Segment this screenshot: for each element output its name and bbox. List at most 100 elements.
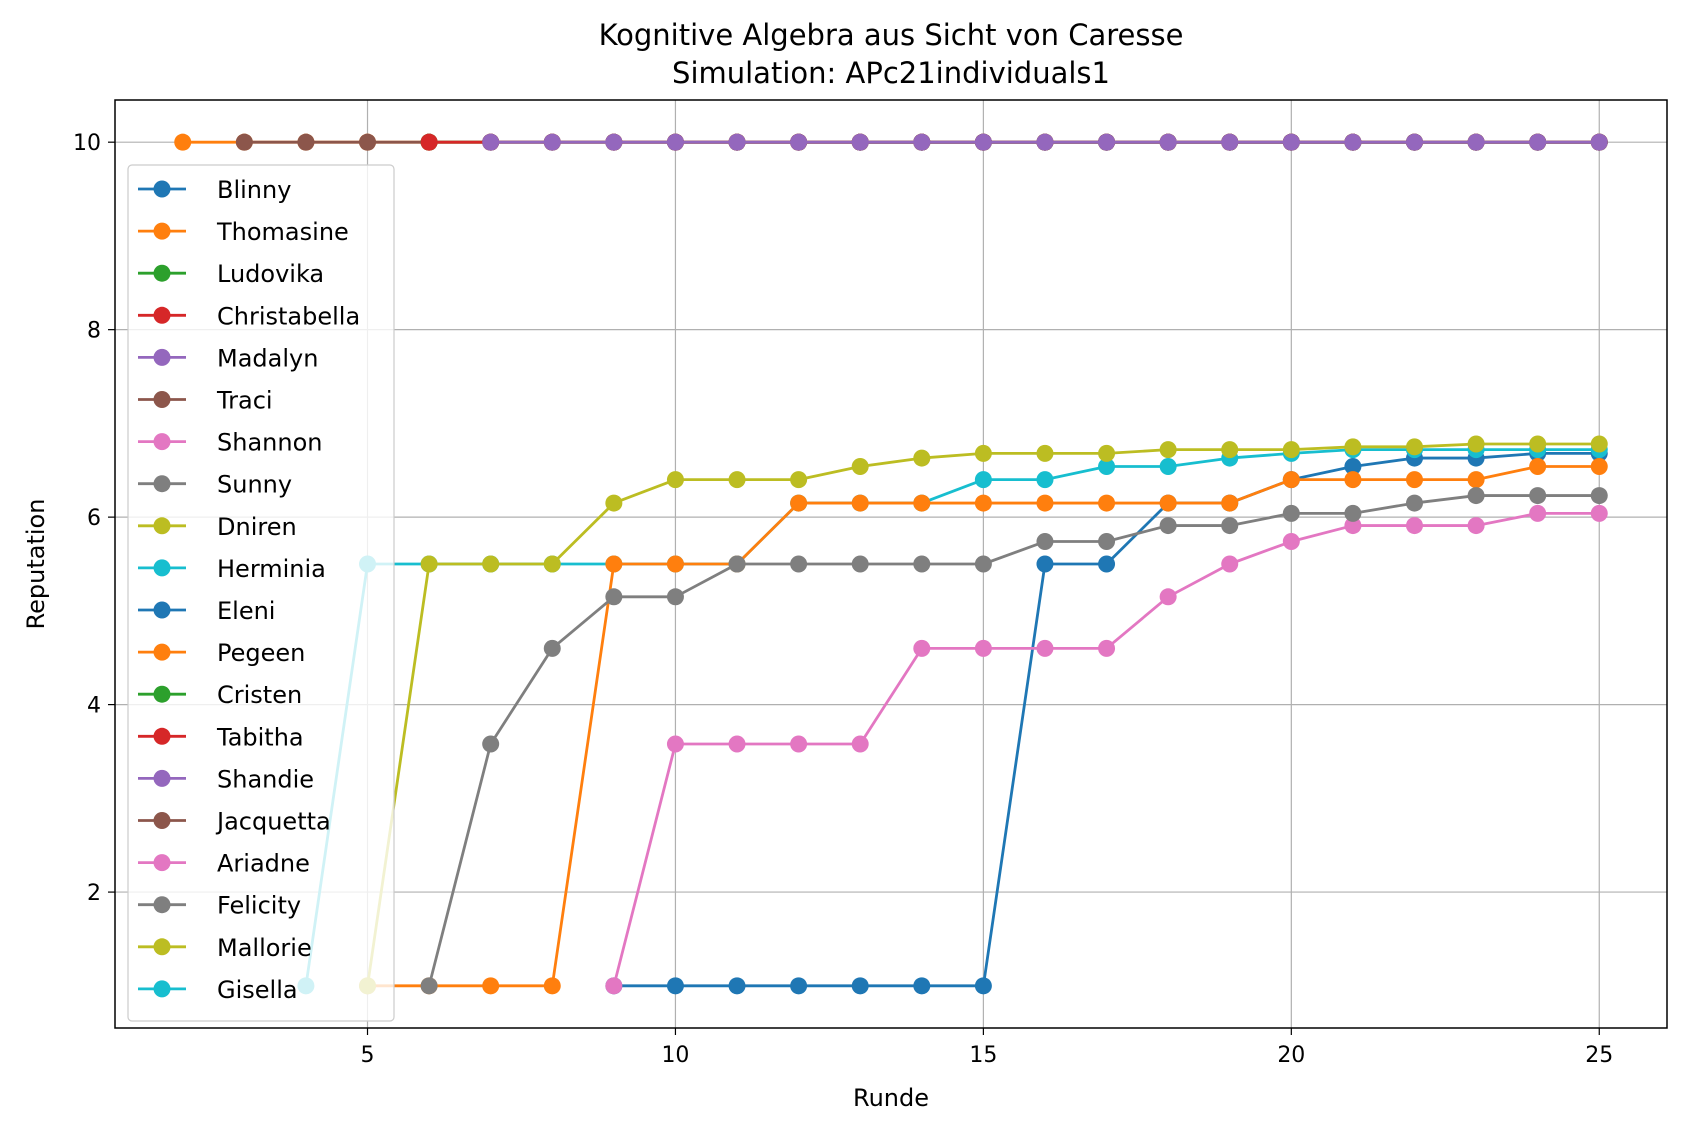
series-felicity-point	[1098, 533, 1116, 551]
series-mallorie-point	[790, 471, 808, 489]
legend-label: Sunny	[217, 471, 292, 499]
series-felicity-point	[974, 555, 992, 573]
series-ariadne-point	[790, 735, 808, 753]
series-ariadne-point	[1590, 504, 1608, 522]
legend-label: Jacquetta	[215, 808, 331, 836]
unlabeled-series-4-point	[851, 977, 869, 995]
series-pegeen-point	[1467, 471, 1485, 489]
series-felicity-point	[543, 639, 561, 657]
series-shandie-point	[1467, 133, 1485, 151]
series-thomasine-point	[174, 133, 192, 151]
legend-label: Dniren	[217, 513, 297, 541]
y-tick-label: 4	[87, 694, 101, 719]
axis-ticks: 5 10 15 20 25 2 4 6 8 10	[73, 131, 1613, 1068]
legend-label: Cristen	[217, 681, 302, 709]
y-tick-label: 10	[73, 131, 101, 156]
series-mallorie-point	[728, 471, 746, 489]
series-felicity-point	[605, 588, 623, 606]
series-ariadne-point	[1282, 533, 1300, 551]
series-pegeen-point	[1221, 494, 1239, 512]
series-shandie-point	[1590, 133, 1608, 151]
x-tick-label: 20	[1277, 1043, 1305, 1068]
series-traci-point	[297, 133, 315, 151]
y-axis-label: Reputation	[22, 499, 50, 630]
series-mallorie-point	[605, 494, 623, 512]
series-felicity-point	[666, 588, 684, 606]
legend-marker	[153, 643, 171, 661]
legend-marker	[153, 980, 171, 998]
series-mallorie-point	[1282, 441, 1300, 459]
legend-label: Christabella	[217, 302, 360, 330]
series-felicity-point	[851, 555, 869, 573]
series-pegeen-point	[1405, 471, 1423, 489]
series-felicity-point	[420, 977, 438, 995]
series-felicity-point	[790, 555, 808, 573]
series-ariadne-point	[728, 735, 746, 753]
series-felicity-point	[728, 555, 746, 573]
series-pegeen-point	[482, 977, 500, 995]
legend-label: Madalyn	[217, 344, 318, 372]
series-shandie-point	[543, 133, 561, 151]
legend-marker	[153, 896, 171, 914]
series-shandie-point	[1529, 133, 1547, 151]
legend-marker	[153, 854, 171, 872]
series-mallorie-point	[1221, 441, 1239, 459]
series-mallorie-point	[482, 555, 500, 573]
series-pegeen-point	[666, 555, 684, 573]
legend-label: Blinny	[217, 176, 291, 204]
series-pegeen-point	[974, 494, 992, 512]
legend-label: Shandie	[217, 765, 314, 793]
legend-marker	[153, 222, 171, 240]
series-ariadne-point	[851, 735, 869, 753]
legend-marker	[153, 306, 171, 324]
series-mallorie-point	[974, 444, 992, 462]
series-herminia-point	[974, 471, 992, 489]
series-felicity-point	[1344, 504, 1362, 522]
y-tick-label: 2	[87, 881, 101, 906]
legend-marker	[153, 685, 171, 703]
series-shandie-point	[482, 133, 500, 151]
legend-label: Ariadne	[217, 850, 310, 878]
series-shandie-point	[1344, 133, 1362, 151]
legend-marker	[153, 769, 171, 787]
series-felicity-point	[1282, 504, 1300, 522]
y-tick-label: 8	[87, 319, 101, 344]
plot-area	[174, 133, 1608, 995]
legend-label: Herminia	[217, 555, 326, 583]
series-shandie-point	[728, 133, 746, 151]
legend-box	[127, 164, 395, 1022]
series-tabitha-point	[420, 133, 438, 151]
unlabeled-series-4-point	[666, 977, 684, 995]
series-felicity-point	[1036, 533, 1054, 551]
series-pegeen-point	[1036, 494, 1054, 512]
unlabeled-series-4-point	[790, 977, 808, 995]
series-felicity-point	[1529, 487, 1547, 505]
legend-label: Felicity	[217, 892, 301, 920]
series-mallorie-point	[913, 449, 931, 467]
legend-marker	[153, 559, 171, 577]
series-mallorie-point	[1529, 435, 1547, 453]
unlabeled-series-4-point	[1098, 555, 1116, 573]
series-pegeen-point	[1344, 471, 1362, 489]
series-ariadne-point	[974, 639, 992, 657]
series-mallorie-point	[1405, 438, 1423, 456]
series-ariadne-point	[1221, 555, 1239, 573]
series-ariadne-point	[605, 977, 623, 995]
legend-label: Tabitha	[216, 723, 304, 751]
legend-marker	[153, 180, 171, 198]
legend-label: Gisella	[217, 976, 298, 1004]
legend-label: Mallorie	[217, 934, 312, 962]
series-pegeen-point	[1590, 458, 1608, 476]
series-felicity-point	[482, 735, 500, 753]
legend-label: Shannon	[217, 429, 322, 457]
series-shandie-point	[1405, 133, 1423, 151]
legend-label: Pegeen	[217, 639, 305, 667]
legend-marker	[153, 264, 171, 282]
legend: Blinny Thomasine Ludovika Christabella Madal…	[127, 164, 395, 1022]
series-mallorie-point	[1159, 441, 1177, 459]
series-felicity-line	[427, 494, 1600, 987]
legend-marker	[153, 475, 171, 493]
legend-label: Thomasine	[216, 218, 349, 246]
series-felicity-point	[1221, 517, 1239, 535]
